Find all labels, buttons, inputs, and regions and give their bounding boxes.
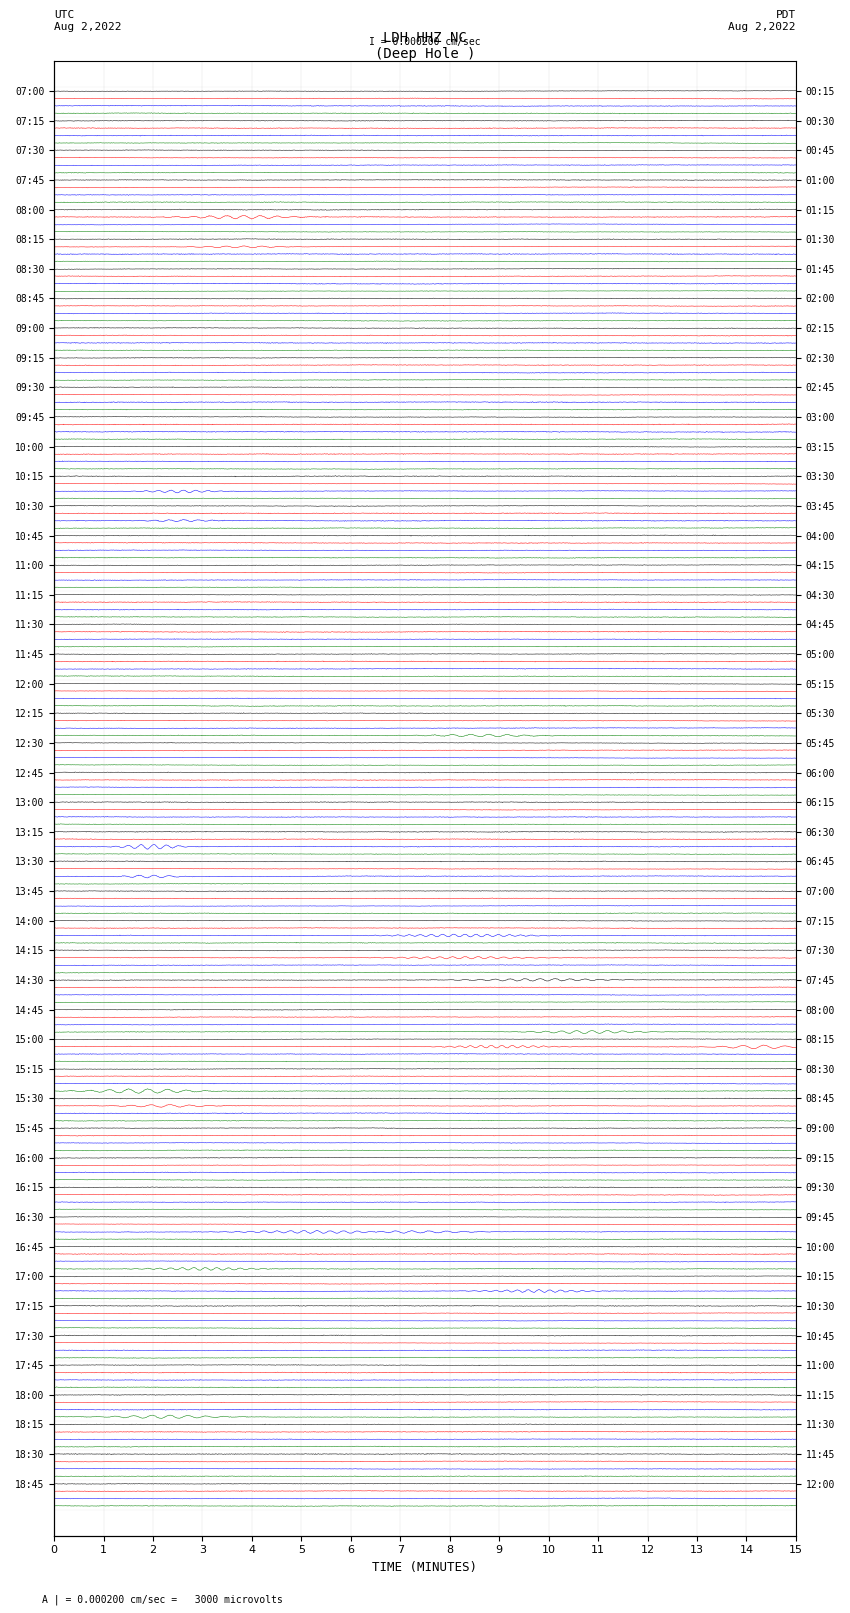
Text: A | = 0.000200 cm/sec =   3000 microvolts: A | = 0.000200 cm/sec = 3000 microvolts [42, 1594, 283, 1605]
Text: UTC
Aug 2,2022: UTC Aug 2,2022 [54, 10, 122, 32]
Title: LDH HHZ NC
(Deep Hole ): LDH HHZ NC (Deep Hole ) [375, 31, 475, 61]
Text: I = 0.000200 cm/sec: I = 0.000200 cm/sec [369, 37, 481, 47]
X-axis label: TIME (MINUTES): TIME (MINUTES) [372, 1561, 478, 1574]
Text: PDT
Aug 2,2022: PDT Aug 2,2022 [728, 10, 796, 32]
